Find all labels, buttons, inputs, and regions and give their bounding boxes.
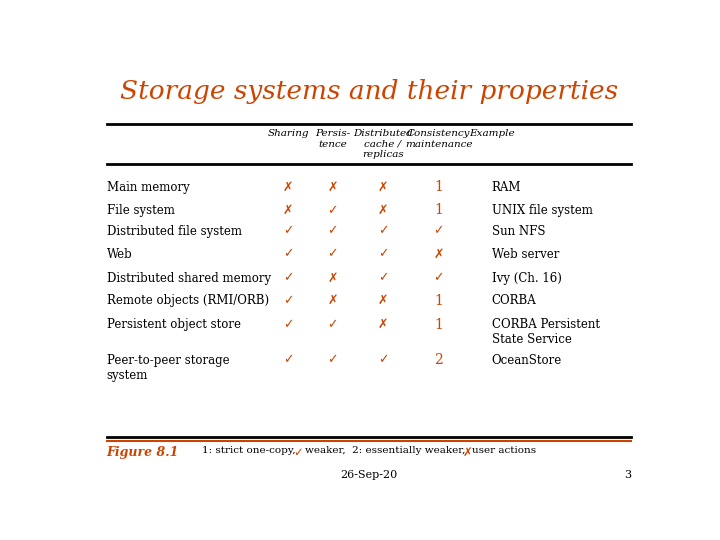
Text: Web: Web <box>107 248 132 261</box>
Text: Example: Example <box>469 129 515 138</box>
Text: 1: 1 <box>434 180 444 194</box>
Text: Storage systems and their properties: Storage systems and their properties <box>120 79 618 104</box>
Text: ✗: ✗ <box>328 181 338 194</box>
Text: Consistency
maintenance: Consistency maintenance <box>405 129 472 149</box>
Text: ✗: ✗ <box>378 294 388 307</box>
Text: weaker,  2: essentially weaker,: weaker, 2: essentially weaker, <box>305 446 465 455</box>
Text: ✗: ✗ <box>283 181 293 194</box>
Text: UNIX file system: UNIX file system <box>492 204 593 217</box>
Text: ✓: ✓ <box>283 294 293 307</box>
Text: ✓: ✓ <box>433 225 444 238</box>
Text: Remote objects (RMI/ORB): Remote objects (RMI/ORB) <box>107 294 269 307</box>
Text: ✓: ✓ <box>328 354 338 367</box>
Text: 1: strict one-copy,: 1: strict one-copy, <box>202 446 295 455</box>
Text: 1: 1 <box>434 204 444 217</box>
Text: Persistent object store: Persistent object store <box>107 319 240 332</box>
Text: Ivy (Ch. 16): Ivy (Ch. 16) <box>492 272 562 285</box>
Text: ✓: ✓ <box>433 272 444 285</box>
Text: ✓: ✓ <box>378 225 388 238</box>
Text: CORBA: CORBA <box>492 294 536 307</box>
Text: ✗: ✗ <box>378 204 388 217</box>
Text: ✗: ✗ <box>433 247 444 260</box>
Text: ✗: ✗ <box>463 446 472 459</box>
Text: ✓: ✓ <box>283 318 293 331</box>
Text: File system: File system <box>107 204 175 217</box>
Text: Distributed file system: Distributed file system <box>107 225 242 238</box>
Text: user actions: user actions <box>472 446 536 455</box>
Text: ✗: ✗ <box>283 204 293 217</box>
Text: ✗: ✗ <box>378 318 388 331</box>
Text: CORBA Persistent
State Service: CORBA Persistent State Service <box>492 319 600 347</box>
Text: ✓: ✓ <box>328 247 338 260</box>
Text: Distributed shared memory: Distributed shared memory <box>107 272 271 285</box>
Text: Persis-
tence: Persis- tence <box>315 129 351 149</box>
Text: ✓: ✓ <box>378 272 388 285</box>
Text: ✓: ✓ <box>283 247 293 260</box>
Text: ✗: ✗ <box>378 181 388 194</box>
Text: Web server: Web server <box>492 248 559 261</box>
Text: 26-Sep-20: 26-Sep-20 <box>341 470 397 480</box>
Text: 3: 3 <box>624 470 631 480</box>
Text: 1: 1 <box>434 318 444 332</box>
Text: OceanStore: OceanStore <box>492 354 562 367</box>
Text: Sharing: Sharing <box>267 129 309 138</box>
Text: ✓: ✓ <box>283 272 293 285</box>
Text: 1: 1 <box>434 294 444 308</box>
Text: Peer-to-peer storage
system: Peer-to-peer storage system <box>107 354 230 382</box>
Text: Main memory: Main memory <box>107 181 189 194</box>
Text: ✓: ✓ <box>283 225 293 238</box>
Text: RAM: RAM <box>492 181 521 194</box>
Text: Distributed
cache /
replicas: Distributed cache / replicas <box>353 129 413 159</box>
Text: ✓: ✓ <box>328 204 338 217</box>
Text: Figure 8.1: Figure 8.1 <box>107 446 179 459</box>
Text: ✓: ✓ <box>328 318 338 331</box>
Text: Sun NFS: Sun NFS <box>492 225 545 238</box>
Text: ✗: ✗ <box>328 272 338 285</box>
Text: ✓: ✓ <box>378 354 388 367</box>
Text: ✓: ✓ <box>378 247 388 260</box>
Text: ✓: ✓ <box>294 446 304 459</box>
Text: ✓: ✓ <box>283 354 293 367</box>
Text: 2: 2 <box>434 353 443 367</box>
Text: ✓: ✓ <box>328 225 338 238</box>
Text: ✗: ✗ <box>328 294 338 307</box>
